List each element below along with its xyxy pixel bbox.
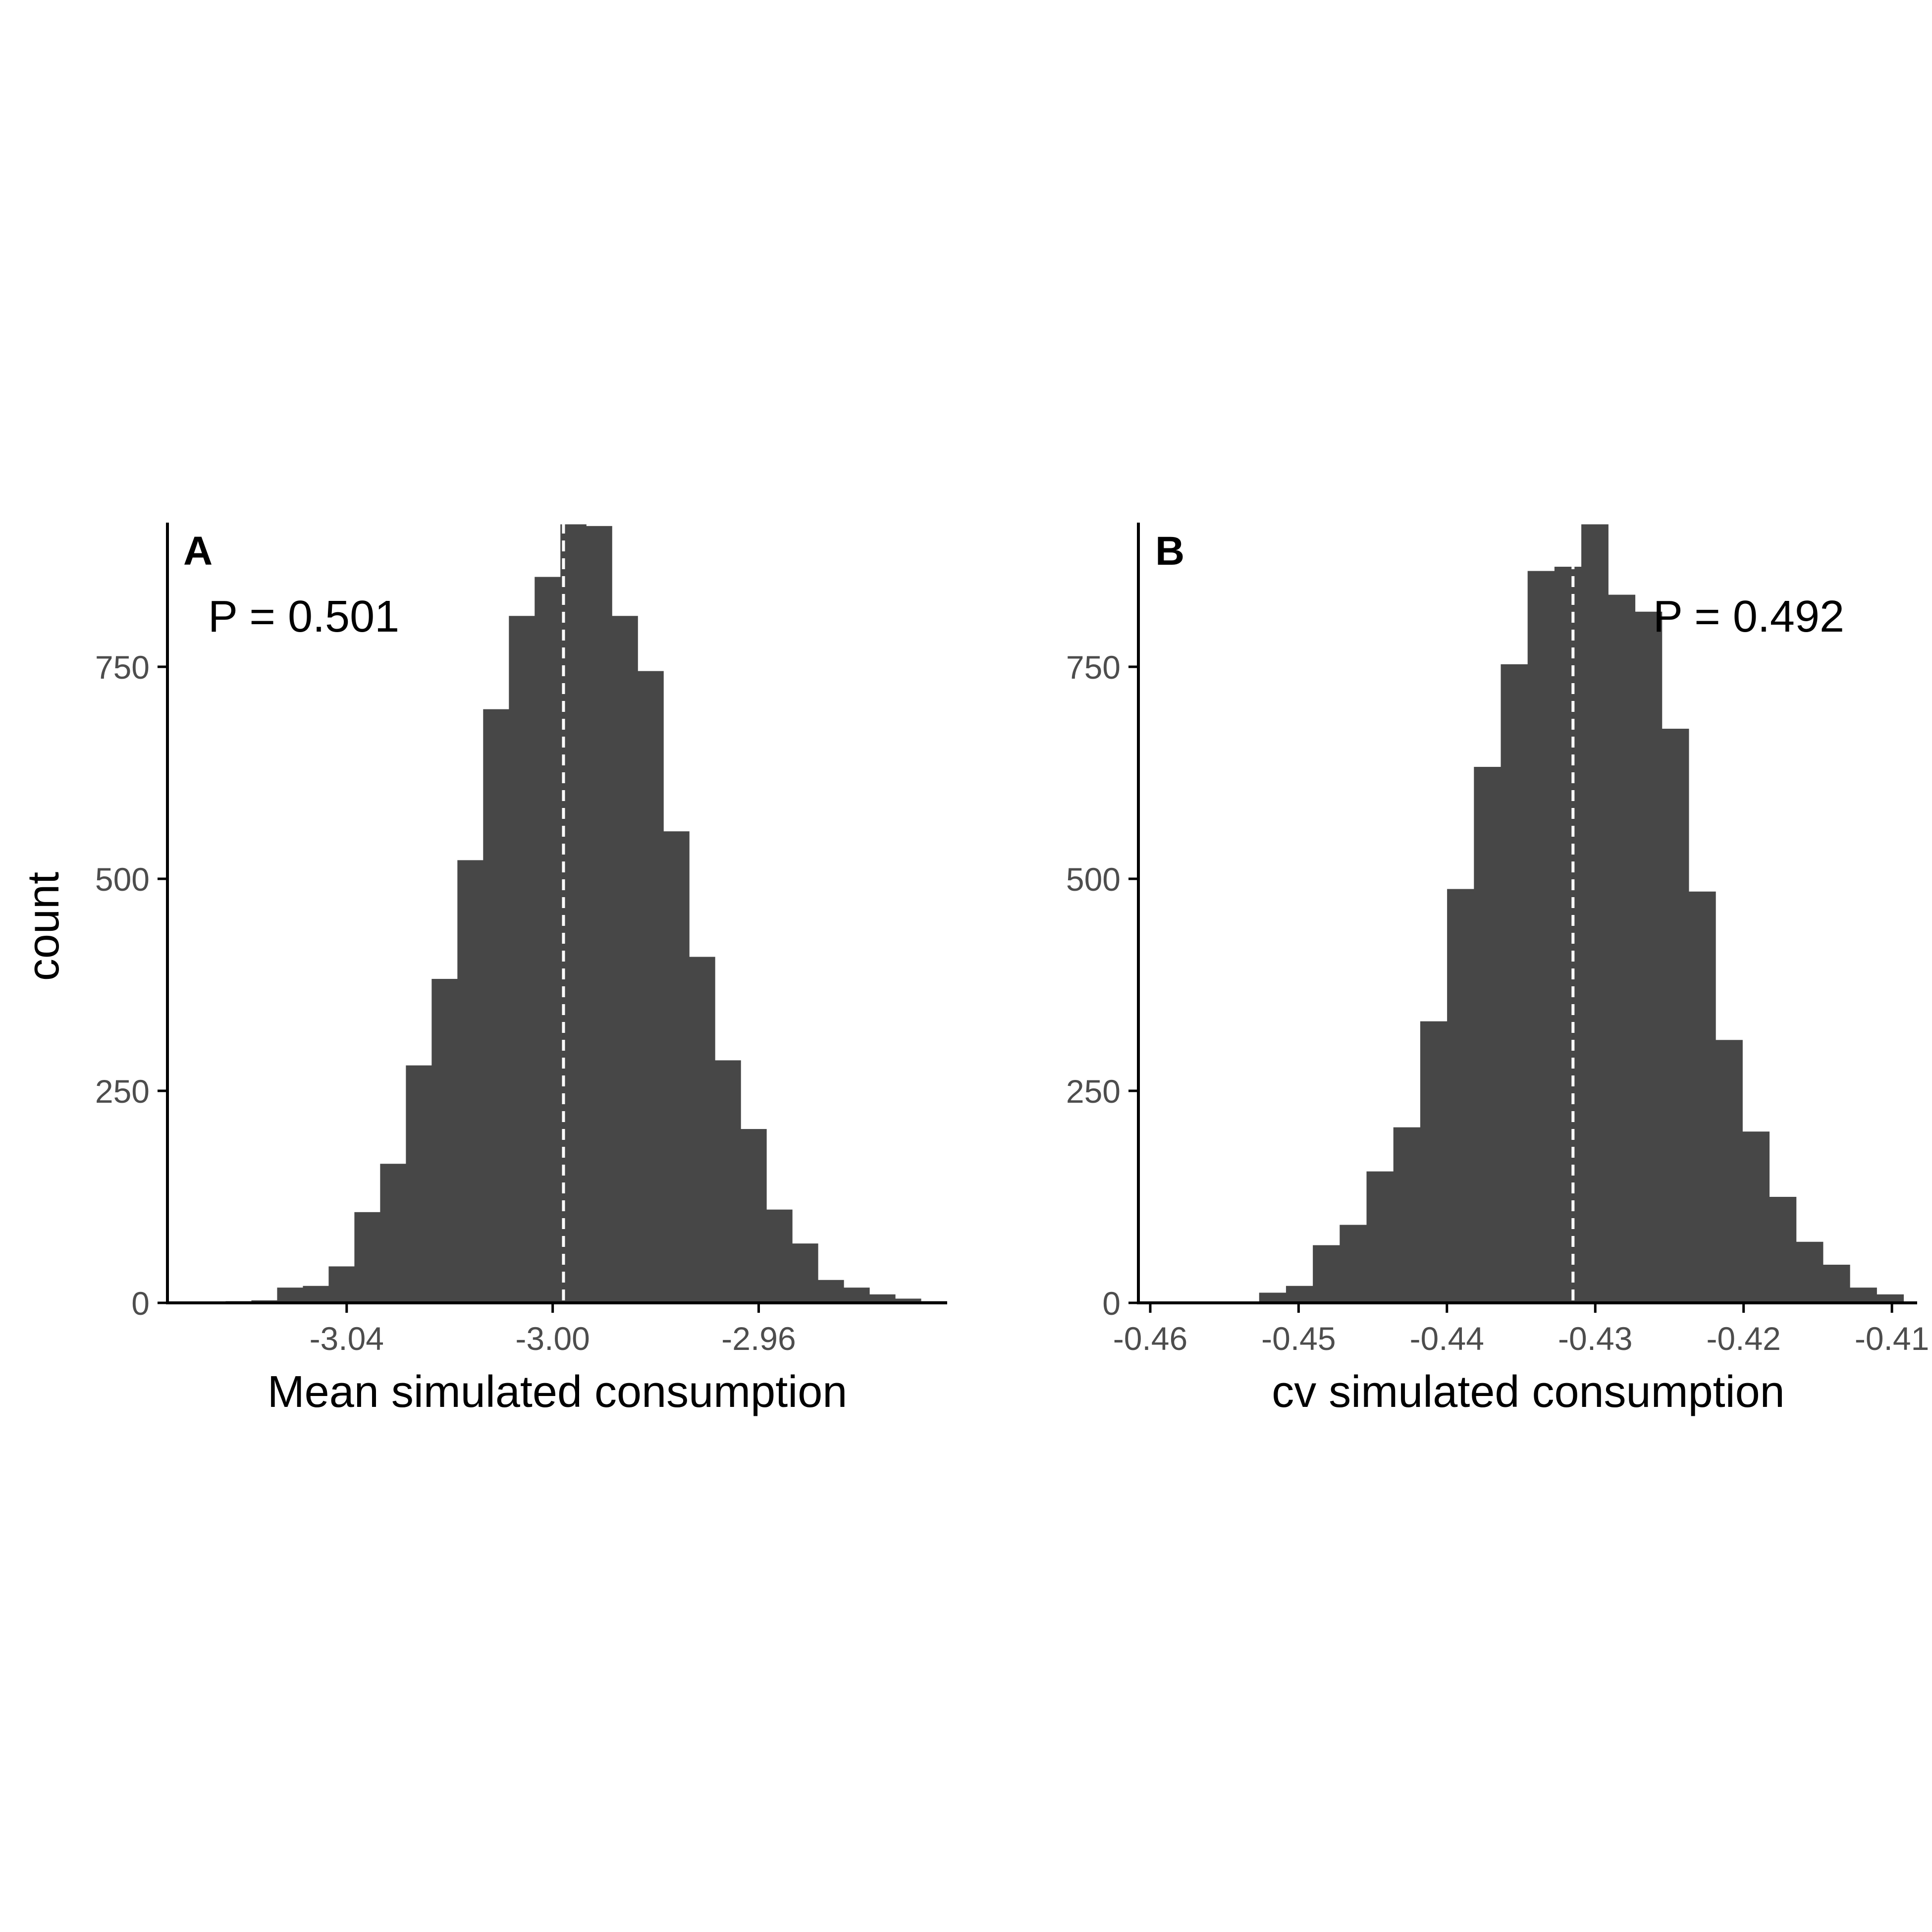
panel-b-bar xyxy=(1313,1245,1340,1303)
panel-a-bar xyxy=(277,1288,304,1303)
panel-a-x-tick-label: -3.00 xyxy=(515,1320,590,1357)
panel-b-bar xyxy=(1608,594,1636,1303)
panel-b-bar xyxy=(1259,1292,1287,1303)
panel-a-bar xyxy=(380,1164,406,1303)
panel-b-bar xyxy=(1716,1040,1743,1303)
panel-a-x-ticks: -3.04 -3.00 -2.96 xyxy=(310,1303,796,1357)
panel-b: -0.46 -0.45 -0.44 -0.43 -0.42 -0.41 0 250 500 75… xyxy=(1066,523,1929,1417)
panel-a-y-ticks: 0 250 500 750 xyxy=(95,649,167,1322)
panel-a-bar xyxy=(792,1243,818,1303)
panel-b-bar xyxy=(1286,1286,1313,1303)
panel-b-bar xyxy=(1393,1127,1421,1303)
panel-a-bar xyxy=(766,1209,793,1303)
panel-b-x-tick-label: -0.45 xyxy=(1261,1320,1336,1357)
panel-b-y-ticks: 0 250 500 750 xyxy=(1066,649,1138,1322)
panel-a-bar xyxy=(483,709,509,1303)
panel-a-bar xyxy=(844,1288,870,1303)
panel-a-bar xyxy=(457,860,483,1303)
panel-a-bar xyxy=(689,957,715,1303)
panel-b-bar xyxy=(1823,1264,1850,1303)
panel-b-bar xyxy=(1662,729,1689,1303)
panel-a-bar xyxy=(586,526,612,1303)
panel-a-p-value: P = 0.501 xyxy=(208,592,399,642)
panel-b-p-value: P = 0.492 xyxy=(1653,592,1844,642)
panel-b-x-tick-label: -0.43 xyxy=(1558,1320,1632,1357)
panel-a-bar xyxy=(895,1298,921,1303)
panel-b-bar xyxy=(1420,1021,1448,1303)
panel-b-x-tick-label: -0.44 xyxy=(1410,1320,1484,1357)
panel-a-y-axis-title: count xyxy=(19,872,68,981)
panel-b-bar xyxy=(1554,567,1582,1303)
panel-a-bar xyxy=(354,1212,380,1303)
panel-a-bar xyxy=(328,1266,355,1303)
panel-a-y-tick-label: 250 xyxy=(95,1073,150,1110)
panel-b-bar xyxy=(1447,889,1474,1303)
panel-b-bar xyxy=(1635,611,1663,1303)
panel-b-bar xyxy=(1581,524,1609,1303)
panel-b-y-tick-label: 0 xyxy=(1102,1285,1121,1322)
panel-b-bars xyxy=(1259,524,1904,1303)
panel-a-bars xyxy=(225,524,947,1303)
panel-b-bar xyxy=(1501,664,1528,1303)
panel-b-bar xyxy=(1850,1288,1877,1303)
panel-a-bar xyxy=(663,831,690,1303)
panel-b-y-tick-label: 250 xyxy=(1066,1073,1121,1110)
panel-b-bar xyxy=(1340,1225,1367,1303)
panel-b-x-tick-label: -0.42 xyxy=(1706,1320,1780,1357)
panel-b-x-tick-label: -0.46 xyxy=(1113,1320,1187,1357)
panel-b-bar xyxy=(1527,571,1555,1303)
panel-b-x-tick-label: -0.41 xyxy=(1855,1320,1929,1357)
panel-a-bar xyxy=(741,1129,767,1303)
panel-b-bar xyxy=(1474,767,1502,1303)
panel-a-bar xyxy=(869,1294,896,1303)
panel-b-bar xyxy=(1877,1294,1904,1303)
panel-b-bar xyxy=(1769,1197,1797,1303)
panel-b-x-ticks: -0.46 -0.45 -0.44 -0.43 -0.42 -0.41 xyxy=(1113,1303,1929,1357)
panel-b-bar xyxy=(1688,891,1716,1303)
panel-b-tag: B xyxy=(1155,529,1184,574)
panel-a-x-axis-title: Mean simulated consumption xyxy=(268,1367,848,1417)
panel-a-bar xyxy=(535,577,561,1303)
panel-a-bar xyxy=(715,1060,741,1303)
panel-a-y-tick-label: 0 xyxy=(131,1285,150,1322)
panel-b-bar xyxy=(1742,1131,1770,1303)
panel-b-y-tick-label: 500 xyxy=(1066,861,1121,898)
panel-a-y-tick-label: 750 xyxy=(95,649,150,686)
panel-a-bar xyxy=(303,1286,329,1303)
panel-a-x-tick-label: -2.96 xyxy=(721,1320,796,1357)
panel-a-tag: A xyxy=(183,529,213,574)
panel-a: -3.04 -3.00 -2.96 0 250 500 750 A P = 0.501 M… xyxy=(19,523,947,1417)
panel-b-bar xyxy=(1796,1241,1824,1303)
panel-b-bar xyxy=(1366,1171,1394,1303)
panel-a-y-tick-label: 500 xyxy=(95,861,150,898)
panel-a-bar xyxy=(818,1280,844,1303)
panel-a-bar xyxy=(638,671,664,1303)
panel-b-x-axis-title: cv simulated consumption xyxy=(1272,1367,1784,1417)
panel-a-bar xyxy=(431,979,458,1303)
panel-b-y-tick-label: 750 xyxy=(1066,649,1121,686)
panel-a-bar xyxy=(406,1065,432,1303)
panel-a-x-tick-label: -3.04 xyxy=(310,1320,384,1357)
panel-a-bar xyxy=(612,616,638,1303)
panel-a-bar xyxy=(509,616,535,1303)
